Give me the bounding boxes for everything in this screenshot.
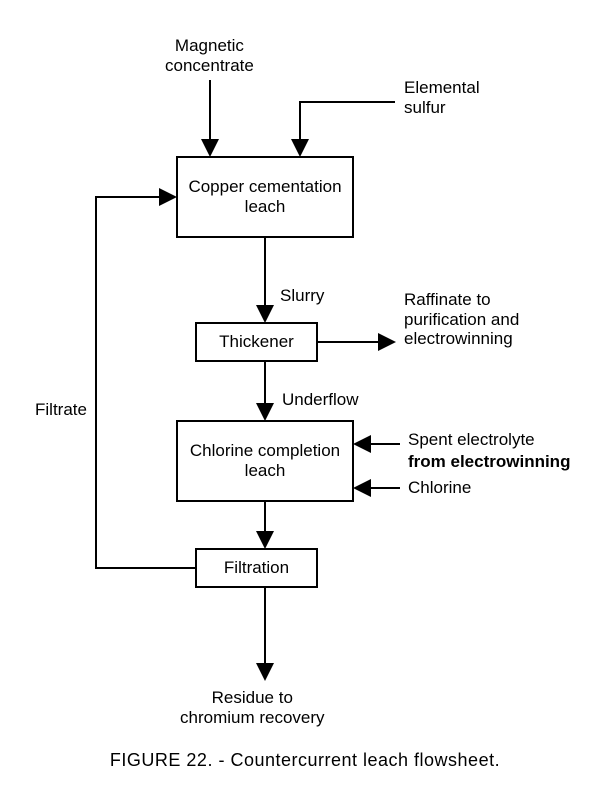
label-from-electrowinning: from electrowinning bbox=[408, 452, 570, 472]
label-residue: Residue to chromium recovery bbox=[180, 688, 325, 727]
edge-filtrate-recycle bbox=[96, 197, 195, 568]
node-label: Copper cementation leach bbox=[182, 177, 348, 218]
label-filtrate: Filtrate bbox=[35, 400, 87, 420]
label-elemental-sulfur: Elemental sulfur bbox=[404, 78, 480, 117]
node-copper-cementation-leach: Copper cementation leach bbox=[176, 156, 354, 238]
label-slurry: Slurry bbox=[280, 286, 324, 306]
node-label: Chlorine completion leach bbox=[182, 441, 348, 482]
figure-caption: FIGURE 22. - Countercurrent leach flowsh… bbox=[0, 750, 610, 771]
label-chlorine: Chlorine bbox=[408, 478, 471, 498]
edge-sulfur-to-copper bbox=[300, 102, 395, 154]
label-magnetic-concentrate: Magnetic concentrate bbox=[165, 36, 254, 75]
node-thickener: Thickener bbox=[195, 322, 318, 362]
flowchart-canvas: Copper cementation leach Thickener Chlor… bbox=[0, 0, 610, 794]
node-label: Thickener bbox=[219, 332, 294, 352]
label-raffinate: Raffinate to purification and electrowin… bbox=[404, 290, 519, 349]
node-filtration: Filtration bbox=[195, 548, 318, 588]
label-underflow: Underflow bbox=[282, 390, 359, 410]
label-spent-electrolyte: Spent electrolyte bbox=[408, 430, 535, 450]
node-chlorine-completion-leach: Chlorine completion leach bbox=[176, 420, 354, 502]
node-label: Filtration bbox=[224, 558, 289, 578]
